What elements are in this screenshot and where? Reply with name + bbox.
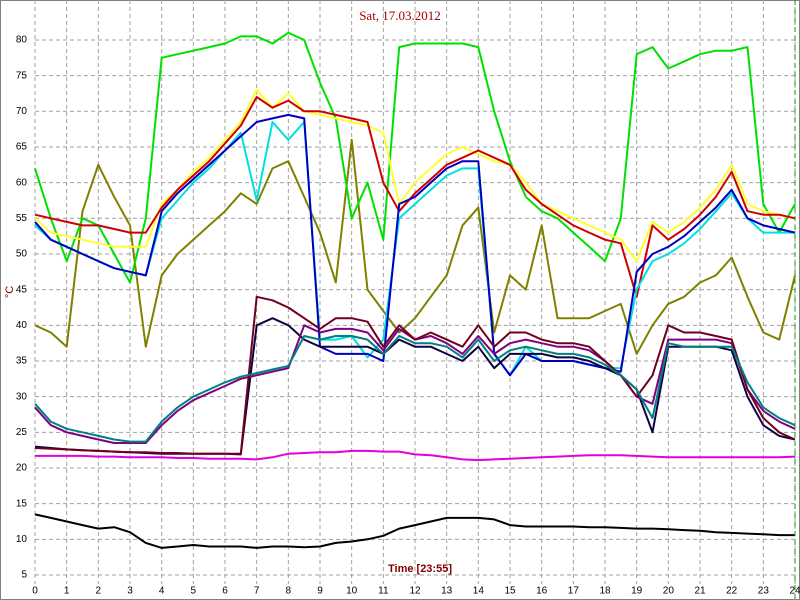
x-tick-label: 12 bbox=[409, 586, 421, 597]
series-lines bbox=[34, 31, 796, 549]
y-tick-label: 25 bbox=[16, 427, 28, 438]
y-tick-label: 70 bbox=[16, 106, 28, 117]
x-tick-label: 10 bbox=[346, 586, 358, 597]
x-axis-label: Time [23:55] bbox=[388, 563, 452, 575]
x-tick-label: 2 bbox=[96, 586, 102, 597]
x-tick-label: 1 bbox=[64, 586, 70, 597]
x-tick-label: 22 bbox=[726, 586, 738, 597]
series-line bbox=[34, 513, 795, 549]
y-tick-label: 30 bbox=[16, 391, 28, 402]
y-tick-label: 60 bbox=[16, 177, 28, 188]
x-tick-label: 5 bbox=[191, 586, 197, 597]
y-tick-label: 20 bbox=[16, 463, 28, 474]
x-tick-label: 17 bbox=[568, 586, 580, 597]
x-tick-label: 24 bbox=[789, 586, 800, 597]
y-axis-label: °C bbox=[4, 286, 16, 298]
x-tick-label: 21 bbox=[694, 586, 706, 597]
series-line bbox=[34, 31, 796, 284]
y-tick-label: 40 bbox=[16, 320, 28, 331]
series-line bbox=[34, 113, 796, 377]
series-line bbox=[34, 96, 796, 298]
series-line bbox=[34, 88, 796, 263]
y-tick-label: 75 bbox=[16, 70, 28, 81]
x-tick-label: 4 bbox=[159, 586, 165, 597]
y-tick-label: 45 bbox=[16, 284, 28, 295]
x-tick-label: 23 bbox=[758, 586, 770, 597]
y-tick-label: 15 bbox=[16, 498, 28, 509]
x-tick-label: 13 bbox=[441, 586, 453, 597]
y-tick-label: 10 bbox=[16, 534, 28, 545]
y-tick-label: 35 bbox=[16, 356, 28, 367]
y-tick-label: 5 bbox=[21, 570, 27, 581]
x-tick-label: 14 bbox=[473, 586, 485, 597]
series-line bbox=[34, 295, 796, 455]
x-tick-label: 6 bbox=[222, 586, 228, 597]
x-tick-label: 20 bbox=[663, 586, 675, 597]
series-line bbox=[34, 138, 796, 355]
y-tick-label: 55 bbox=[16, 213, 28, 224]
x-tick-label: 19 bbox=[631, 586, 643, 597]
x-tick-label: 0 bbox=[32, 586, 38, 597]
y-tick-label: 65 bbox=[16, 142, 28, 153]
x-tick-label: 8 bbox=[286, 586, 292, 597]
x-tick-label: 9 bbox=[317, 586, 323, 597]
x-tick-label: 7 bbox=[254, 586, 260, 597]
x-tick-label: 11 bbox=[378, 586, 389, 597]
x-tick-label: 18 bbox=[599, 586, 611, 597]
y-tick-label: 50 bbox=[16, 249, 28, 260]
series-line bbox=[34, 335, 796, 443]
chart-title: Sat, 17.03.2012 bbox=[359, 8, 441, 23]
series-line bbox=[34, 121, 795, 377]
x-tick-label: 3 bbox=[127, 586, 133, 597]
grid bbox=[34, 0, 796, 584]
y-tick-label: 80 bbox=[16, 35, 28, 46]
x-tick-label: 16 bbox=[536, 586, 548, 597]
x-tick-label: 15 bbox=[504, 586, 516, 597]
series-line bbox=[35, 449, 796, 462]
